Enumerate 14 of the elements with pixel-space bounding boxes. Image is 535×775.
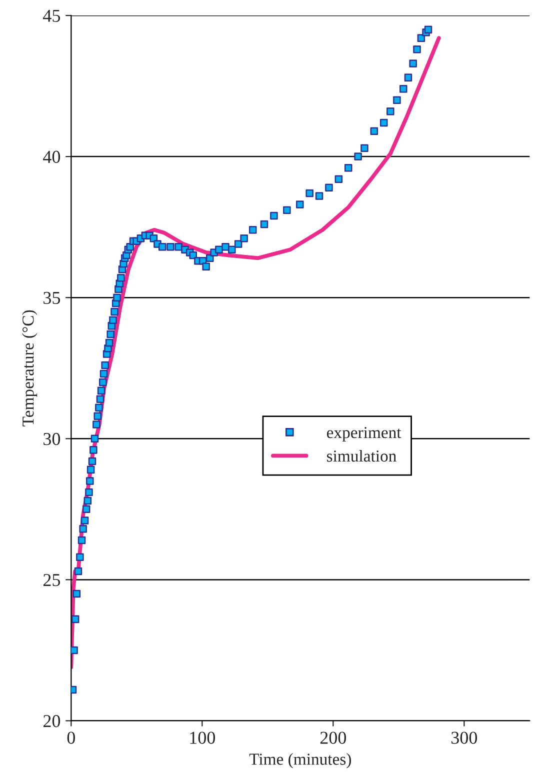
x-tick-label: 300 <box>451 732 478 744</box>
y-tick-label: 25 <box>43 574 60 586</box>
y-tick-label: 30 <box>44 432 60 446</box>
y-tick-label: 45 <box>43 10 60 22</box>
x-axis-title: Time (minutes) <box>249 753 351 768</box>
x-tick-label: 0 <box>67 732 75 744</box>
legend-label: experiment <box>326 426 402 442</box>
y-tick-label: 35 <box>44 292 60 304</box>
y-axis-title: Temperature (°C) <box>22 310 38 426</box>
y-tick-label: 20 <box>43 715 60 728</box>
x-tick-label: 200 <box>320 732 346 744</box>
x-tick-label: 100 <box>190 732 216 744</box>
y-tick-label: 40 <box>43 150 60 163</box>
legend-label: simulation <box>326 450 396 462</box>
